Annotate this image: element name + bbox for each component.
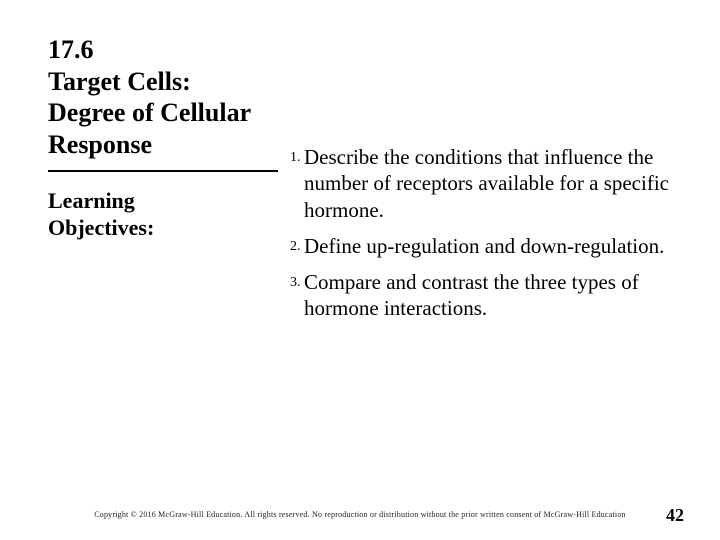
divider-rule xyxy=(48,170,278,172)
slide: 17.6 Target Cells: Degree of Cellular Re… xyxy=(0,0,720,540)
list-item: 2. Define up-regulation and down-regulat… xyxy=(290,233,680,259)
section-title-line-3: Response xyxy=(48,130,278,160)
list-marker-2: 2. xyxy=(290,233,304,259)
objective-text-2: Define up-regulation and down-regulation… xyxy=(304,233,664,259)
copyright-text: Copyright © 2016 McGraw-Hill Education. … xyxy=(94,510,626,519)
section-title-line-1: Target Cells: xyxy=(48,67,278,97)
objective-text-1: Describe the conditions that influence t… xyxy=(304,144,680,223)
list-item: 3. Compare and contrast the three types … xyxy=(290,269,680,322)
list-marker-3: 3. xyxy=(290,269,304,322)
left-column: 17.6 Target Cells: Degree of Cellular Re… xyxy=(48,36,278,241)
list-item: 1. Describe the conditions that influenc… xyxy=(290,144,680,223)
page-number: 42 xyxy=(666,505,684,526)
objectives-list: 1. Describe the conditions that influenc… xyxy=(290,144,680,332)
list-marker-1: 1. xyxy=(290,144,304,223)
section-title-line-2: Degree of Cellular xyxy=(48,98,278,128)
section-number: 17.6 xyxy=(48,36,278,65)
objective-text-3: Compare and contrast the three types of … xyxy=(304,269,680,322)
footer: Copyright © 2016 McGraw-Hill Education. … xyxy=(0,504,720,522)
learning-objectives-label-line-1: Learning xyxy=(48,188,278,214)
learning-objectives-label-line-2: Objectives: xyxy=(48,215,278,241)
